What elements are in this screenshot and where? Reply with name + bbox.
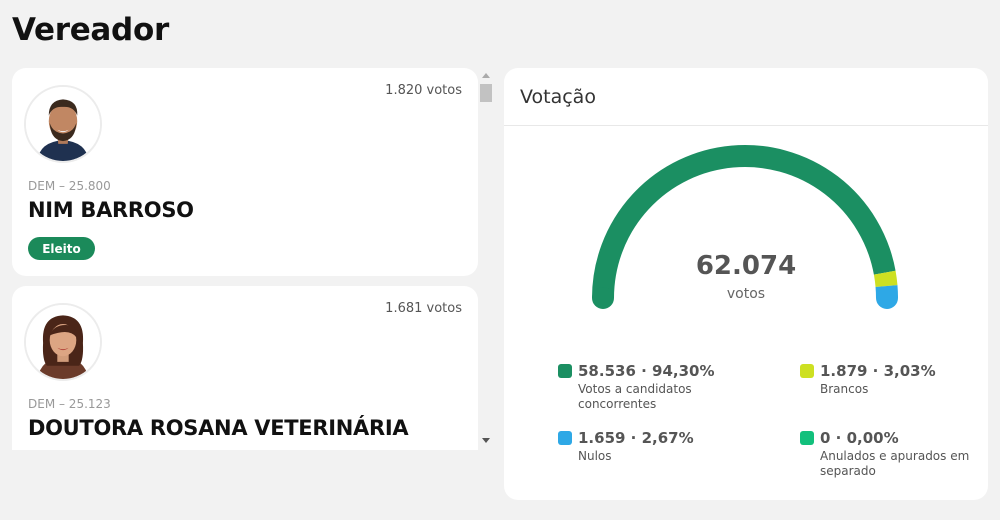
status-badge: Eleito (28, 237, 95, 260)
vote-count: 1.681 votos (385, 301, 462, 316)
scroll-up-arrow-icon[interactable] (482, 73, 490, 78)
panel-header: Votação (504, 68, 988, 126)
scroll-down-arrow-icon[interactable] (482, 438, 490, 443)
party-number: DEM – 25.800 (28, 179, 111, 193)
gauge-cap-end (876, 287, 898, 309)
legend-swatch (558, 431, 572, 445)
party-number: DEM – 25.123 (28, 397, 111, 411)
vote-gauge (590, 140, 900, 315)
gauge-svg (592, 145, 898, 309)
candidate-card[interactable]: 1.820 votos DEM – 25.800 NIM BARROSO Ele… (12, 68, 478, 276)
page-title: Vereador (12, 12, 169, 48)
list-scrollbar[interactable] (479, 70, 493, 446)
gauge-cap-start (592, 287, 614, 309)
candidate-card[interactable]: 1.681 votos DEM – 25.123 DOUTORA ROSANA … (12, 286, 478, 450)
vote-count: 1.820 votos (385, 83, 462, 98)
legend-value: 1.659 · 2,67% (578, 429, 694, 447)
legend-value: 1.879 · 3,03% (820, 362, 936, 380)
candidate-name: NIM BARROSO (28, 198, 194, 222)
total-votes: 62.074 (695, 251, 797, 281)
legend-swatch (800, 431, 814, 445)
gauge-segment-brancos (873, 270, 898, 288)
legend-label: Anulados e apurados em separado (820, 449, 970, 478)
candidate-list[interactable]: 1.820 votos DEM – 25.800 NIM BARROSO Ele… (12, 68, 496, 450)
legend-swatch (558, 364, 572, 378)
total-votes-unit: votos (726, 286, 766, 302)
candidate-name: DOUTORA ROSANA VETERINÁRIA (28, 416, 409, 440)
avatar (24, 303, 102, 381)
legend-value: 58.536 · 94,30% (578, 362, 715, 380)
gauge-segment-candidatos (592, 145, 896, 299)
legend-label: Nulos (578, 449, 612, 463)
legend-label: Brancos (820, 382, 869, 396)
legend-value: 0 · 0,00% (820, 429, 899, 447)
panel-title: Votação (520, 86, 596, 108)
legend-swatch (800, 364, 814, 378)
legend-label: Votos a candidatos concorrentes (578, 382, 692, 411)
scroll-thumb[interactable] (480, 84, 492, 102)
avatar (24, 85, 102, 163)
votacao-panel: Votação 62.074 votos 58.536 · 94,30% Vot… (504, 68, 988, 500)
